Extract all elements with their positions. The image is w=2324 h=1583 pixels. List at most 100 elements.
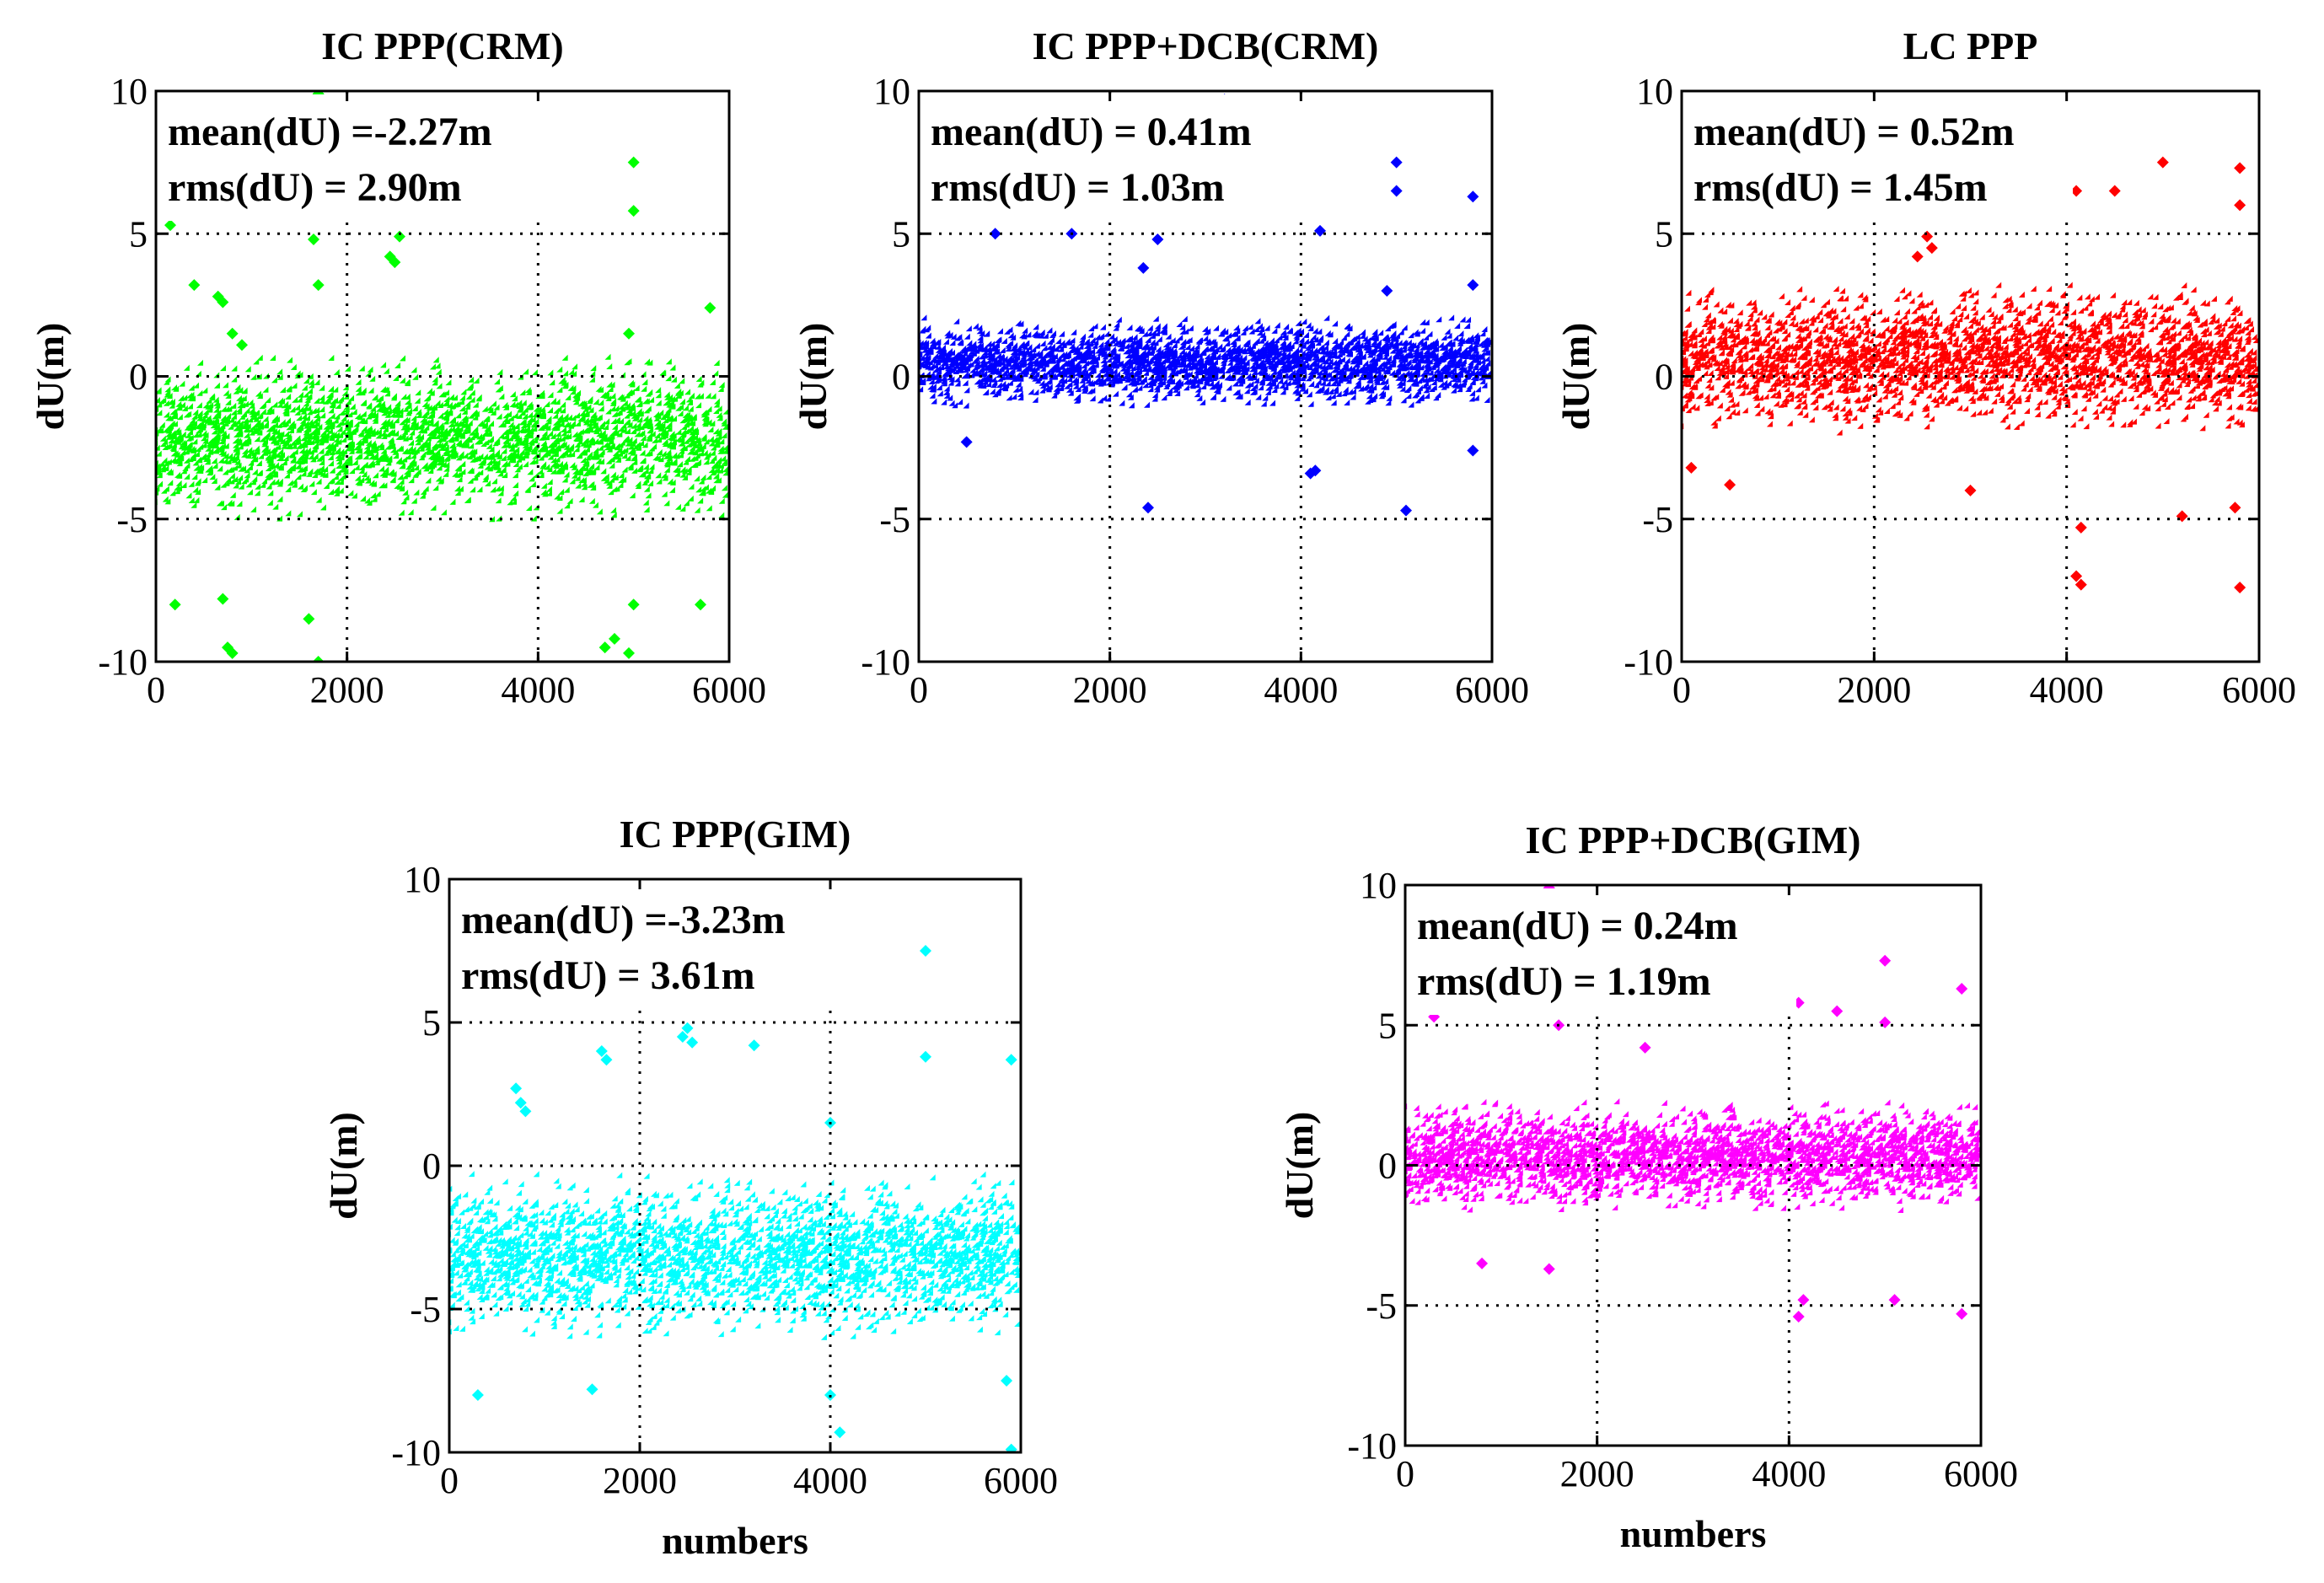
- annotation-background: [159, 94, 547, 221]
- scatter-point: [1005, 1443, 1017, 1452]
- scatter-point: [1639, 1041, 1651, 1054]
- y-axis-label: dU(m): [29, 323, 72, 431]
- y-tick-label: -10: [391, 1432, 441, 1473]
- x-tick-label: 6000: [1944, 1453, 2018, 1494]
- scatter-point: [1151, 233, 1164, 246]
- y-tick-label: 10: [110, 71, 148, 112]
- scatter-point: [1467, 444, 1479, 457]
- subplot-title: LC PPP: [1903, 24, 2038, 67]
- y-axis-label: dU(m): [792, 323, 835, 431]
- scatter-point: [1309, 464, 1322, 477]
- scatter-point: [1792, 1311, 1805, 1323]
- scatter-points: [1682, 156, 2259, 593]
- scatter-point: [676, 1031, 689, 1043]
- scatter-point: [627, 156, 640, 169]
- y-tick-label: -10: [1624, 641, 1673, 683]
- subplot-2: IC PPP+DCB(CRM) mean(dU) = 0.41m rms(dU) =…: [792, 24, 1529, 711]
- annotation-text: rms(dU) = 1.45m: [1693, 165, 1988, 210]
- subplot-title: IC PPP+DCB(CRM): [1033, 24, 1379, 67]
- x-tick-label: 0: [1672, 669, 1691, 711]
- scatter-point: [623, 647, 635, 659]
- x-tick-label: 2000: [603, 1460, 677, 1501]
- scatter-point: [217, 296, 229, 309]
- x-tick-label: 0: [1396, 1453, 1414, 1494]
- x-axis-label: numbers: [662, 1519, 808, 1562]
- scatter-point: [1831, 1005, 1844, 1017]
- x-tick-label: 6000: [1455, 669, 1529, 711]
- scatter-point: [2234, 199, 2246, 212]
- subplot-1: IC PPP(CRM) mean(dU) =-2.27m rms(dU) = 2.9…: [29, 24, 766, 711]
- x-tick-label: 4000: [793, 1460, 867, 1501]
- scatter-point: [1543, 1263, 1555, 1275]
- y-tick-label: 5: [892, 213, 910, 255]
- scatter-point: [1964, 484, 1977, 496]
- annotation-text: rms(dU) = 1.03m: [931, 165, 1225, 210]
- x-tick-label: 4000: [1264, 669, 1338, 711]
- scatter-point: [1467, 190, 1479, 203]
- annotation: mean(dU) =-2.27m rms(dU) = 2.90m: [159, 94, 547, 221]
- y-tick-label: -10: [861, 641, 910, 683]
- scatter-point: [2176, 510, 2188, 523]
- scatter-point: [164, 219, 176, 232]
- scatter-point: [2229, 502, 2241, 514]
- scatter-point: [748, 1039, 760, 1052]
- scatter-point: [2108, 185, 2121, 197]
- y-tick-label: -5: [1366, 1285, 1397, 1327]
- scatter-point: [623, 327, 635, 340]
- subplot-3: LC PPP mean(dU) = 0.52m rms(dU) = 1.45m 0 20…: [1554, 24, 2296, 711]
- y-tick-label: -5: [1642, 499, 1673, 540]
- y-tick-label: 10: [873, 71, 910, 112]
- scatter-point: [960, 436, 973, 448]
- scatter-point: [1888, 1294, 1901, 1307]
- annotation-text: rms(dU) = 1.19m: [1417, 959, 1711, 1004]
- scatter-point: [510, 1082, 523, 1095]
- annotation-background: [453, 883, 840, 1009]
- annotation-background: [922, 94, 1310, 221]
- scatter-point: [2074, 521, 2087, 534]
- scatter-point: [1879, 954, 1892, 967]
- subplot-4: IC PPP(GIM) mean(dU) =-3.23m rms(dU) = 3.6…: [322, 813, 1058, 1562]
- annotation-text: mean(dU) = 0.41m: [931, 110, 1252, 154]
- scatter-point: [704, 302, 717, 314]
- scatter-point: [226, 327, 239, 340]
- scatter-point: [609, 632, 620, 645]
- scatter-point: [989, 228, 1001, 240]
- x-tick-label: 6000: [984, 1460, 1058, 1501]
- scatter-point: [595, 1045, 608, 1057]
- scatter-point: [627, 205, 640, 217]
- scatter-point: [308, 233, 319, 246]
- scatter-point: [236, 339, 248, 351]
- scatter-point: [1142, 502, 1154, 514]
- scatter-cloud: [156, 353, 729, 523]
- x-tick-label: 2000: [1560, 1453, 1634, 1494]
- subplot-title: IC PPP(GIM): [620, 813, 851, 856]
- annotation-background: [1409, 888, 1796, 1015]
- scatter-point: [1467, 279, 1479, 292]
- y-tick-label: 5: [129, 213, 148, 255]
- scatter-point: [1797, 1294, 1810, 1307]
- y-tick-label: 0: [892, 357, 910, 398]
- y-tick-label: -10: [1347, 1425, 1397, 1467]
- scatter-point: [686, 1036, 699, 1049]
- scatter-point: [695, 598, 706, 611]
- scatter-point: [1314, 224, 1326, 237]
- scatter-cloud: [449, 1171, 1021, 1340]
- y-tick-label: 0: [1655, 357, 1673, 398]
- scatter-point: [2074, 578, 2087, 591]
- scatter-point: [1390, 156, 1403, 169]
- x-tick-label: 0: [440, 1460, 459, 1501]
- y-tick-label: 0: [1378, 1146, 1397, 1187]
- y-tick-label: 5: [422, 1002, 441, 1044]
- x-tick-label: 6000: [692, 669, 766, 711]
- x-tick-label: 2000: [310, 669, 384, 711]
- scatter-point: [303, 613, 315, 625]
- scatter-point: [1685, 461, 1698, 474]
- scatter-point: [312, 279, 325, 292]
- y-axis-label: dU(m): [1278, 1112, 1321, 1220]
- scatter-point: [1911, 250, 1924, 263]
- y-tick-label: -5: [116, 499, 148, 540]
- annotation-background: [1685, 94, 2073, 221]
- scatter-point: [920, 1050, 931, 1063]
- scatter-point: [1956, 983, 1968, 995]
- annotation-text: rms(dU) = 2.90m: [168, 165, 462, 210]
